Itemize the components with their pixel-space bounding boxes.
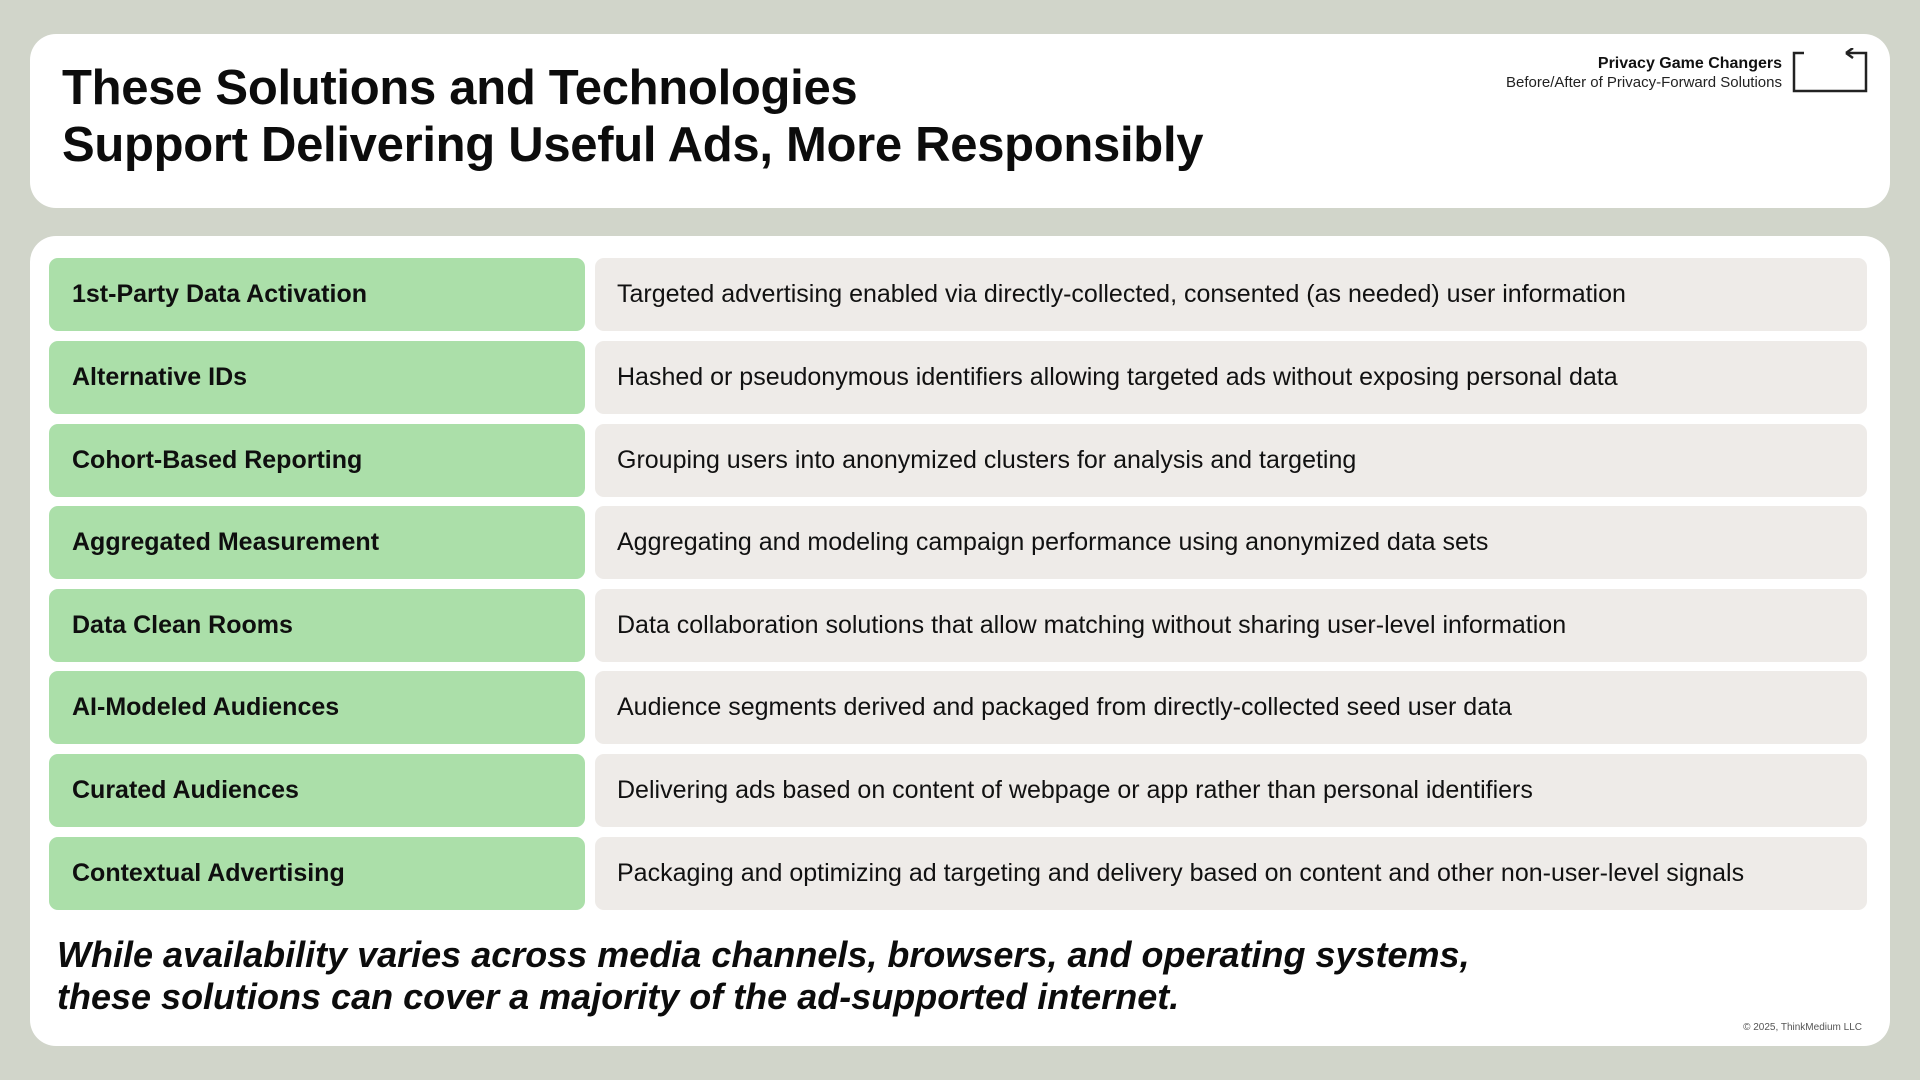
row-description: Hashed or pseudonymous identifiers allow… bbox=[595, 341, 1867, 414]
footer-note-line-1: While availability varies across media c… bbox=[57, 934, 1470, 975]
footer-note-line-2: these solutions can cover a majority of … bbox=[57, 976, 1180, 1017]
table-row: Curated Audiences Delivering ads based o… bbox=[49, 754, 1867, 827]
table-row: Aggregated Measurement Aggregating and m… bbox=[49, 506, 1867, 579]
row-label: Cohort-Based Reporting bbox=[49, 424, 585, 497]
brand-block: Privacy Game Changers Before/After of Pr… bbox=[1506, 54, 1782, 92]
page-title-line-1: These Solutions and Technologies bbox=[62, 61, 858, 115]
row-description: Aggregating and modeling campaign perfor… bbox=[595, 506, 1867, 579]
header-card: These Solutions and Technologies Support… bbox=[30, 34, 1890, 208]
row-label: AI-Modeled Audiences bbox=[49, 671, 585, 744]
footer-note: While availability varies across media c… bbox=[57, 934, 1470, 1018]
row-label: Data Clean Rooms bbox=[49, 589, 585, 662]
solutions-table: 1st-Party Data Activation Targeted adver… bbox=[30, 236, 1890, 1046]
row-description: Grouping users into anonymized clusters … bbox=[595, 424, 1867, 497]
row-description: Delivering ads based on content of webpa… bbox=[595, 754, 1867, 827]
table-row: Cohort-Based Reporting Grouping users in… bbox=[49, 424, 1867, 497]
row-label: 1st-Party Data Activation bbox=[49, 258, 585, 331]
row-description: Data collaboration solutions that allow … bbox=[595, 589, 1867, 662]
copyright: © 2025, ThinkMedium LLC bbox=[1743, 1022, 1862, 1033]
row-description: Packaging and optimizing ad targeting an… bbox=[595, 837, 1867, 910]
table-row: Contextual Advertising Packaging and opt… bbox=[49, 837, 1867, 910]
page-title-line-2: Support Delivering Useful Ads, More Resp… bbox=[62, 118, 1204, 172]
table-row: AI-Modeled Audiences Audience segments d… bbox=[49, 671, 1867, 744]
brand-name: Privacy Game Changers bbox=[1597, 55, 1782, 72]
row-label: Alternative IDs bbox=[49, 341, 585, 414]
table-row: Data Clean Rooms Data collaboration solu… bbox=[49, 589, 1867, 662]
row-description: Targeted advertising enabled via directl… bbox=[595, 258, 1867, 331]
table-row: Alternative IDs Hashed or pseudonymous i… bbox=[49, 341, 1867, 414]
row-label: Aggregated Measurement bbox=[49, 506, 585, 579]
row-description: Audience segments derived and packaged f… bbox=[595, 671, 1867, 744]
page-title: These Solutions and Technologies Support… bbox=[62, 60, 1204, 174]
brand-subtitle: Before/After of Privacy-Forward Solution… bbox=[1506, 74, 1782, 91]
row-label: Contextual Advertising bbox=[49, 837, 585, 910]
row-label: Curated Audiences bbox=[49, 754, 585, 827]
table-row: 1st-Party Data Activation Targeted adver… bbox=[49, 258, 1867, 331]
bracket-frame-icon bbox=[1792, 48, 1868, 93]
